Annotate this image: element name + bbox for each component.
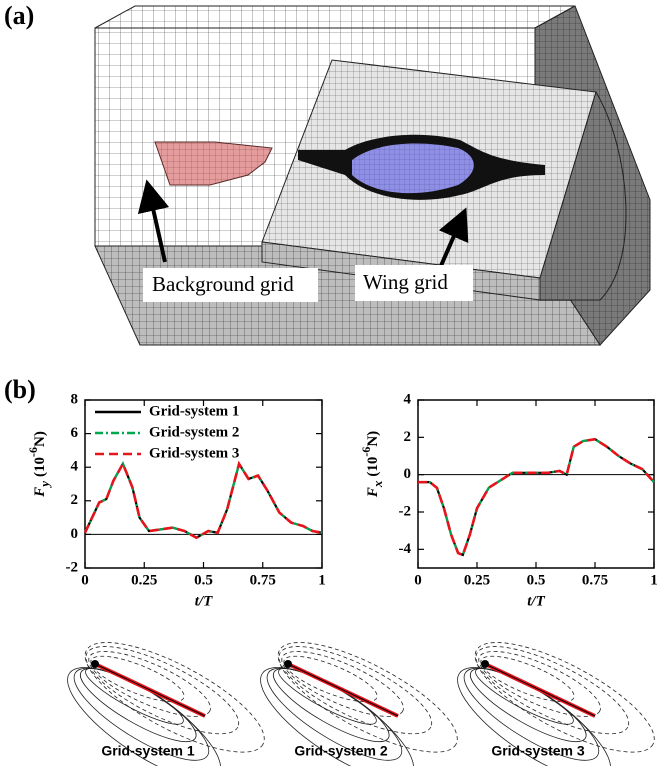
y-tick-label: 2	[404, 429, 412, 445]
y-tick-label: 0	[71, 526, 79, 542]
y-tick-label: -2	[66, 559, 79, 575]
y-tick-label: 4	[404, 391, 412, 407]
y-tick-label: 8	[71, 391, 79, 407]
x-tick-label: 0	[81, 572, 89, 588]
y-tick-label: 2	[71, 492, 79, 508]
x-tick-label: 0.75	[582, 572, 608, 588]
contour-label: Grid-system 2	[294, 743, 388, 759]
contour-label: Grid-system 1	[101, 743, 195, 759]
page: {"panel_a": {"label": "(a)", "annotation…	[0, 0, 657, 766]
x-tick-label: 1	[650, 572, 657, 588]
contour-label: Grid-system 3	[491, 743, 585, 759]
y-axis-label: Fy (10-6N)	[26, 431, 52, 498]
y-tick-label: -4	[399, 541, 412, 557]
y-label-symbol: F	[365, 487, 381, 498]
y-label-unit: N)	[365, 431, 381, 447]
y-label-unit: N)	[32, 431, 48, 447]
legend-label: Grid-system 2	[149, 424, 239, 440]
y-label-exponent: -6	[359, 447, 373, 457]
x-tick-label: 0.5	[194, 572, 213, 588]
x-tick-label: 0.25	[131, 572, 157, 588]
panel-label: (b)	[4, 375, 36, 404]
y-axis-label: Fx (10-6N)	[359, 431, 385, 498]
y-label-unit: (10	[32, 457, 48, 477]
legend-label: Grid-system 3	[149, 445, 239, 461]
data-line	[85, 464, 322, 538]
figure: (a) Background grid Wing grid (b) Grid-s…	[0, 0, 657, 766]
x-tick-label: 0	[414, 572, 422, 588]
panel-label: (a)	[4, 1, 34, 30]
y-label-subscript: x	[370, 480, 385, 488]
legend-label: Grid-system 1	[149, 403, 239, 419]
y-label-exponent: -6	[26, 447, 40, 457]
y-label-subscript: y	[37, 481, 52, 489]
y-tick-label: -2	[399, 503, 412, 519]
data-line	[85, 464, 322, 538]
data-line	[85, 464, 322, 538]
y-tick-label: 6	[71, 425, 79, 441]
x-tick-label: 0.25	[464, 572, 490, 588]
y-tick-label: 4	[71, 459, 79, 475]
x-tick-label: 0.5	[527, 572, 546, 588]
x-axis-label: t/T	[527, 593, 545, 609]
annotation: Wing grid	[363, 270, 448, 294]
x-tick-label: 0.75	[250, 572, 276, 588]
y-label-unit: (10	[365, 457, 381, 477]
x-tick-label: 1	[318, 572, 326, 588]
annotation: Background grid	[152, 272, 294, 296]
y-label-symbol: F	[32, 487, 48, 498]
y-tick-label: 0	[404, 466, 412, 482]
x-axis-label: t/T	[195, 593, 213, 609]
